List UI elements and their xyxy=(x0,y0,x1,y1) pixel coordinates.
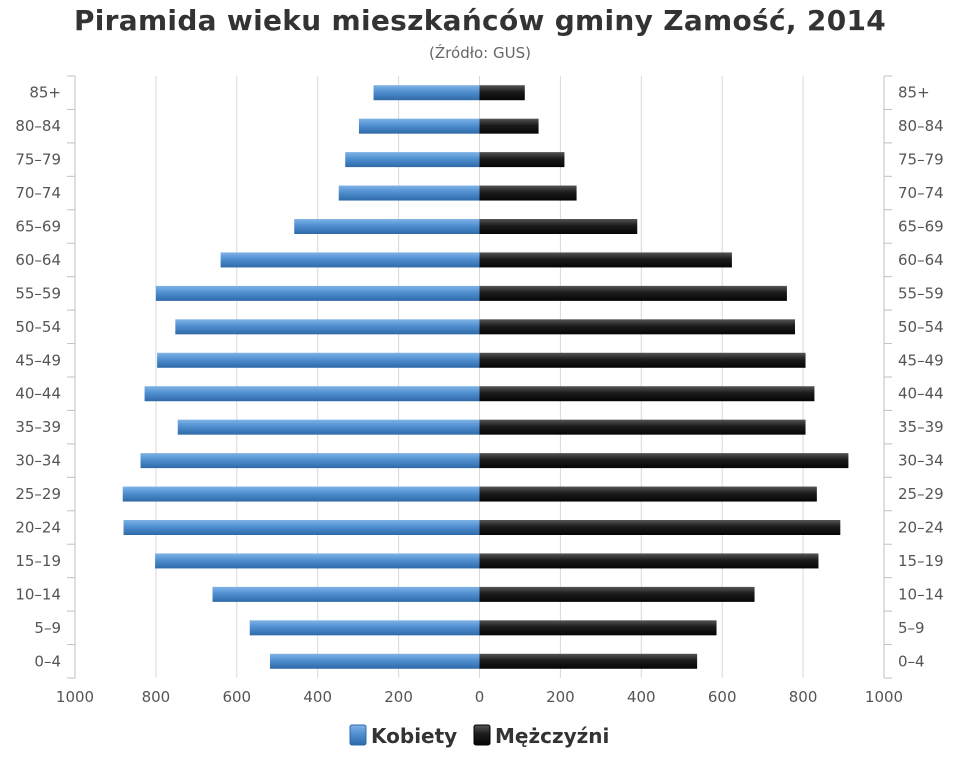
y-tick-label-left: 55–59 xyxy=(15,284,61,302)
bar-male xyxy=(479,185,577,201)
bar-male xyxy=(479,586,755,602)
x-tick-label: 400 xyxy=(303,688,332,706)
x-tick-label: 600 xyxy=(222,688,251,706)
bar-female xyxy=(373,85,480,101)
bar-male xyxy=(479,118,539,134)
y-tick-label-left: 40–44 xyxy=(15,385,61,403)
y-tick-label-left: 65–69 xyxy=(15,218,61,236)
bar-male xyxy=(479,486,817,502)
bar-female xyxy=(157,352,480,368)
bar-male xyxy=(479,419,806,435)
bar-male xyxy=(479,352,806,368)
x-tick-label: 800 xyxy=(789,688,818,706)
x-tick-label: 1000 xyxy=(865,688,903,706)
bar-male xyxy=(479,319,796,335)
legend-swatch-female xyxy=(349,724,367,746)
legend-label-female: Kobiety xyxy=(371,724,457,748)
y-tick-label-left: 60–64 xyxy=(15,251,61,269)
y-tick-label-right: 25–29 xyxy=(898,485,944,503)
y-tick-label-left: 80–84 xyxy=(15,117,61,135)
bar-female xyxy=(249,620,480,636)
bar-female xyxy=(140,453,480,469)
y-tick-label-right: 55–59 xyxy=(898,284,944,302)
y-tick-label-right: 30–34 xyxy=(898,452,944,470)
y-tick-label-right: 75–79 xyxy=(898,151,944,169)
bar-male xyxy=(479,285,787,301)
legend-swatch-male xyxy=(473,724,491,746)
bar-female xyxy=(358,118,480,134)
y-tick-label-right: 85+ xyxy=(898,84,930,102)
chart-subtitle: (Źródło: GUS) xyxy=(429,44,531,62)
y-tick-label-right: 50–54 xyxy=(898,318,944,336)
y-tick-label-left: 20–24 xyxy=(15,519,61,537)
bar-male xyxy=(479,520,841,535)
y-tick-label-right: 70–74 xyxy=(898,184,944,202)
bar-male xyxy=(479,85,525,101)
x-tick-label: 600 xyxy=(708,688,737,706)
bar-male xyxy=(479,453,849,469)
y-tick-label-right: 65–69 xyxy=(898,218,944,236)
bar-male xyxy=(479,219,638,234)
y-tick-label-right: 15–19 xyxy=(898,552,944,570)
bar-male xyxy=(479,553,819,569)
x-tick-label: 200 xyxy=(546,688,575,706)
y-tick-label-left: 25–29 xyxy=(15,485,61,503)
y-tick-label-right: 40–44 xyxy=(898,385,944,403)
x-tick-label: 800 xyxy=(142,688,171,706)
bar-female xyxy=(345,152,480,168)
y-tick-label-left: 30–34 xyxy=(15,452,61,470)
bar-female xyxy=(122,486,480,502)
bar-female xyxy=(269,653,480,669)
x-tick-label: 0 xyxy=(475,688,485,706)
bar-female xyxy=(123,520,480,535)
bar-female xyxy=(338,185,480,201)
legend-label-male: Mężczyźni xyxy=(495,724,609,748)
x-tick-label: 1000 xyxy=(56,688,94,706)
bar-female xyxy=(175,319,480,335)
bar-female xyxy=(212,586,480,602)
y-tick-label-right: 60–64 xyxy=(898,251,944,269)
y-tick-label-left: 45–49 xyxy=(15,351,61,369)
y-tick-label-left: 10–14 xyxy=(15,585,61,603)
y-tick-label-left: 0–4 xyxy=(34,652,61,670)
x-tick-label: 200 xyxy=(384,688,413,706)
chart-title: Piramida wieku mieszkańców gminy Zamość,… xyxy=(73,4,887,37)
bar-female xyxy=(144,386,480,402)
bar-male xyxy=(479,152,565,168)
y-tick-label-left: 75–79 xyxy=(15,151,61,169)
bar-female xyxy=(220,252,480,268)
y-tick-label-left: 35–39 xyxy=(15,418,61,436)
bar-female xyxy=(155,553,480,569)
y-tick-label-right: 80–84 xyxy=(898,117,944,135)
bar-female xyxy=(294,219,480,234)
y-tick-label-left: 5–9 xyxy=(34,619,61,637)
y-tick-label-right: 20–24 xyxy=(898,519,944,537)
y-tick-label-left: 85+ xyxy=(29,84,61,102)
y-tick-label-left: 70–74 xyxy=(15,184,61,202)
bar-male xyxy=(479,620,717,636)
y-tick-label-right: 45–49 xyxy=(898,351,944,369)
x-tick-label: 400 xyxy=(627,688,656,706)
y-tick-label-left: 50–54 xyxy=(15,318,61,336)
bar-male xyxy=(479,386,815,402)
y-tick-label-right: 5–9 xyxy=(898,619,925,637)
bar-female xyxy=(177,419,480,435)
bar-male xyxy=(479,653,698,669)
bar-female xyxy=(155,285,480,301)
y-tick-label-right: 10–14 xyxy=(898,585,944,603)
y-tick-label-left: 15–19 xyxy=(15,552,61,570)
y-tick-label-right: 35–39 xyxy=(898,418,944,436)
y-tick-label-right: 0–4 xyxy=(898,652,925,670)
bar-male xyxy=(479,252,732,268)
